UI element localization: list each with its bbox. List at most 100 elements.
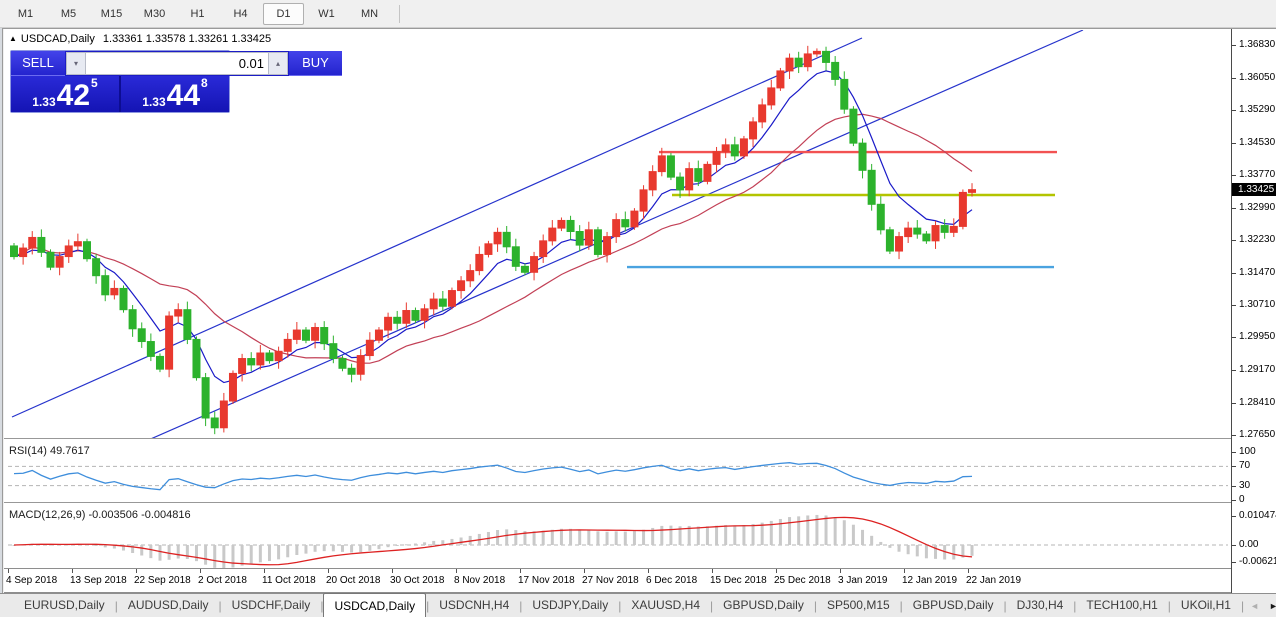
date-axis-tick	[264, 569, 265, 573]
chart-tab-ukoil-h1[interactable]: UKOil,H1	[1180, 598, 1231, 612]
macd-histogram-bar	[733, 525, 737, 545]
volume-increase-button[interactable]: ▴	[268, 52, 288, 75]
tab-separator: |	[710, 598, 714, 613]
price-axis-label: 1.33770	[1239, 169, 1276, 180]
chart-tab-dj30-h4[interactable]: DJ30,H4	[1016, 598, 1064, 612]
candle-body	[694, 168, 703, 182]
macd-histogram-bar	[523, 531, 527, 545]
sell-price-display[interactable]: 1.33 42 5	[11, 76, 121, 112]
chart-tab-eurusd-daily[interactable]: EURUSD,Daily	[24, 598, 105, 612]
chart-tab-gbpusd-daily[interactable]: GBPUSD,Daily	[723, 598, 804, 612]
date-axis-label: 17 Nov 2018	[518, 575, 575, 586]
chart-tab-usdcad-daily[interactable]: USDCAD,Daily	[323, 592, 427, 617]
macd-histogram-bar	[58, 544, 62, 546]
candle-body	[55, 256, 64, 268]
buy-price-display[interactable]: 1.33 44 8	[121, 76, 229, 112]
candle-body	[593, 229, 602, 255]
chart-tab-audusd-daily[interactable]: AUDUSD,Daily	[127, 598, 209, 612]
panel-separator[interactable]	[4, 438, 1231, 440]
chart-tab-sp500-m15[interactable]: SP500,M15	[826, 598, 890, 612]
timeframe-button-d1[interactable]: D1	[263, 2, 304, 25]
sell-button[interactable]: SELL	[11, 51, 65, 76]
price-axis[interactable]: 1.36830 1.36050 1.35290 1.34530 1.33770 1.329…	[1231, 29, 1276, 593]
buy-button[interactable]: BUY	[289, 51, 342, 76]
date-axis[interactable]: 4 Sep 2018 13 Sep 2018 22 Sep 2018 2 Oct 20…	[4, 569, 1231, 592]
macd-histogram-bar	[12, 545, 16, 546]
date-axis-label: 4 Sep 2018	[6, 575, 58, 586]
date-axis-tick	[968, 569, 969, 573]
candle-body	[968, 189, 977, 193]
timeframe-button-m1[interactable]: M1	[17, 7, 34, 20]
chart-tab-usdjpy-daily[interactable]: USDJPY,Daily	[532, 598, 609, 612]
timeframe-button-h1[interactable]: H1	[190, 7, 205, 20]
candle-body	[612, 219, 621, 238]
date-axis-tick	[8, 569, 9, 573]
current-price-badge: 1.33425	[1232, 183, 1276, 196]
macd-axis-tick	[1232, 516, 1236, 517]
price-axis-tick	[1232, 273, 1236, 274]
tab-separator: |	[426, 598, 430, 613]
candle-body	[758, 104, 767, 123]
tab-separator: |	[218, 598, 222, 613]
macd-histogram-bar	[760, 522, 764, 545]
volume-decrease-button[interactable]: ▾	[66, 52, 86, 75]
timeframe-toolbar: M1 M5 M15 M30 H1 H4 D1 W1 MN	[0, 0, 1276, 28]
trendline[interactable]	[137, 30, 1084, 438]
timeframe-button-m30[interactable]: M30	[143, 7, 166, 20]
macd-histogram-bar	[769, 520, 773, 545]
macd-histogram-bar	[121, 545, 125, 551]
candle-body	[575, 231, 584, 246]
candle-body	[949, 225, 958, 233]
macd-histogram-bar	[952, 545, 956, 560]
tab-separator: |	[618, 598, 622, 613]
volume-input[interactable]	[86, 52, 268, 75]
chart-tab-gbpusd-daily[interactable]: GBPUSD,Daily	[912, 598, 994, 612]
candle-body	[913, 227, 922, 235]
candle-body	[165, 315, 174, 370]
window-left-border	[0, 28, 3, 617]
panel-separator[interactable]	[4, 502, 1231, 504]
macd-histogram-bar	[386, 545, 390, 548]
chart-tab-usdchf-daily[interactable]: USDCHF,Daily	[231, 598, 311, 612]
macd-histogram-bar	[842, 520, 846, 545]
collapse-triangle-icon[interactable]: ▲	[9, 34, 17, 43]
candle-body	[703, 163, 712, 182]
tab-scroll-right-icon[interactable]: ►	[1268, 600, 1276, 611]
macd-histogram-bar	[687, 525, 691, 545]
macd-histogram-bar	[313, 545, 317, 552]
chart-tab-xauusd-h4[interactable]: XAUUSD,H4	[631, 598, 701, 612]
macd-histogram-bar	[423, 542, 427, 545]
macd-panel-surface[interactable]	[4, 505, 1231, 568]
macd-histogram-bar	[715, 525, 719, 545]
date-axis-tick	[456, 569, 457, 573]
candle-body	[557, 219, 566, 229]
macd-histogram-bar	[258, 545, 262, 563]
tab-scroll-left-icon[interactable]: ◄	[1250, 600, 1259, 611]
timeframe-button-w1[interactable]: W1	[318, 7, 335, 20]
timeframe-button-h4[interactable]: H4	[233, 7, 248, 20]
macd-histogram-bar	[879, 541, 883, 545]
macd-histogram-bar	[48, 544, 52, 546]
macd-histogram-bar	[213, 545, 217, 568]
macd-histogram-bar	[103, 545, 107, 548]
chart-tab-tech100-h1[interactable]: TECH100,H1	[1086, 598, 1158, 612]
macd-histogram-bar	[340, 545, 344, 552]
date-axis-label: 15 Dec 2018	[710, 575, 767, 586]
candle-body	[256, 352, 265, 366]
macd-histogram-bar	[185, 545, 189, 559]
candle-body	[685, 168, 694, 191]
rsi-panel-surface[interactable]	[4, 441, 1231, 502]
timeframe-button-m15[interactable]: M15	[100, 7, 123, 20]
date-axis-tick	[520, 569, 521, 573]
macd-histogram-bar	[833, 517, 837, 545]
macd-histogram-bar	[669, 525, 673, 545]
macd-histogram-bar	[505, 529, 509, 545]
macd-histogram-bar	[350, 545, 354, 553]
rsi-axis-tick	[1232, 452, 1236, 453]
timeframe-button-m5[interactable]: M5	[60, 7, 77, 20]
candle-body	[520, 265, 529, 273]
macd-histogram-bar	[961, 545, 965, 558]
candle-body	[603, 236, 612, 255]
timeframe-button-mn[interactable]: MN	[360, 7, 379, 20]
chart-tab-usdcnh-h4[interactable]: USDCNH,H4	[439, 598, 510, 612]
